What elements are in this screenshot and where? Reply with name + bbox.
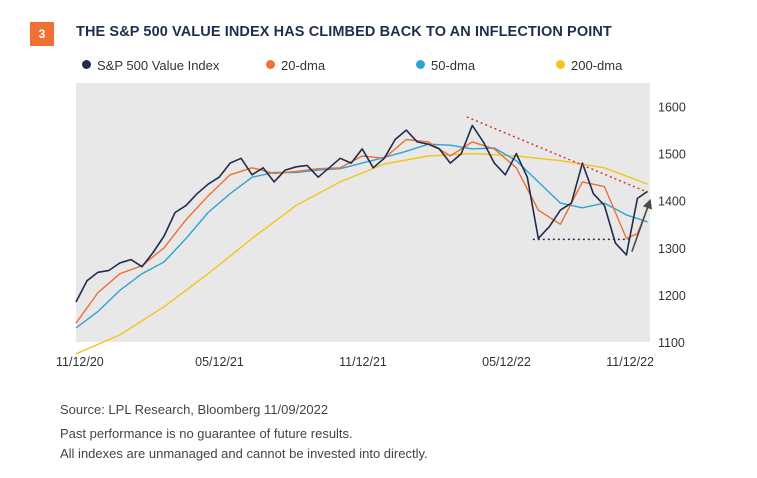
trend-arrow [631,198,652,252]
series-line-200dma [75,152,648,355]
y-tick-label: 1200 [658,289,686,303]
y-tick-label: 1300 [658,242,686,256]
source-note: Source: LPL Research, Bloomberg 11/09/20… [60,402,329,417]
legend-item-index: S&P 500 Value Index [82,58,219,73]
legend-swatch-index [82,60,91,69]
legend-swatch-50dma [416,60,425,69]
series-layer [75,124,649,355]
x-tick-label: 05/12/22 [482,355,531,369]
disclaimer-line-1: Past performance is no guarantee of futu… [60,426,353,441]
legend-swatch-20dma [266,60,275,69]
legend-item-20dma: 20-dma [266,58,325,73]
x-axis-ticks: 11/12/20 05/12/21 11/12/21 05/12/22 11/12/22 [56,355,654,369]
y-tick-label: 1500 [658,148,686,162]
x-tick-label: 11/12/20 [56,355,104,369]
annotation-layer [466,116,652,252]
series-line-index [75,124,649,303]
y-tick-label: 1400 [658,195,686,209]
legend-item-50dma: 50-dma [416,58,475,73]
legend-label-index: S&P 500 Value Index [97,58,220,73]
plot-area [76,83,650,342]
legend-label-20dma: 20-dma [281,58,326,73]
legend-label-200dma: 200-dma [571,58,623,73]
y-tick-label: 1100 [658,336,685,350]
legend-item-200dma: 200-dma [556,58,622,73]
y-axis-ticks: 1100 1200 1300 1400 1500 1600 [658,101,686,350]
legend-label-50dma: 50-dma [431,58,476,73]
x-tick-label: 11/12/22 [606,355,654,369]
x-tick-label: 11/12/21 [339,355,387,369]
legend-swatch-200dma [556,60,565,69]
x-tick-label: 05/12/21 [195,355,244,369]
series-line-50dma [75,143,648,329]
figure-number-badge: 3 [30,22,54,46]
chart-title: THE S&P 500 VALUE INDEX HAS CLIMBED BACK… [76,24,612,40]
y-tick-label: 1600 [658,101,686,115]
disclaimer-line-2: All indexes are unmanaged and cannot be … [60,446,428,461]
